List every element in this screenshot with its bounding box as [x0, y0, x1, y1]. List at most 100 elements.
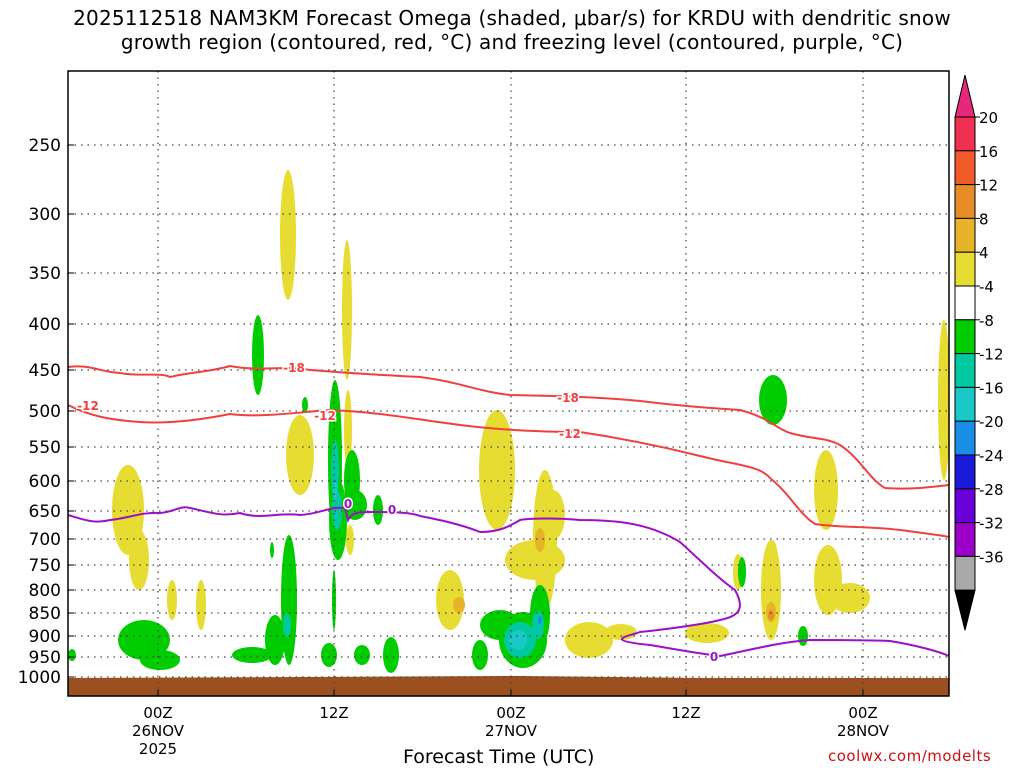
- omega-cell-negative: [302, 397, 308, 413]
- colorbar-label: -36: [979, 548, 1004, 566]
- y-tick-label: 350: [29, 264, 61, 284]
- omega-cell-core: [283, 613, 291, 637]
- dgz-label: -18: [283, 361, 305, 375]
- colorbar-swatch: [954, 454, 976, 490]
- colorbar-label: -4: [979, 278, 994, 296]
- y-tick-label: 500: [29, 402, 61, 422]
- omega-cell-negative: [472, 640, 488, 670]
- omega-cell-positive: [286, 415, 314, 495]
- omega-cell-negative: [252, 315, 264, 395]
- colorbar-swatch: [954, 522, 976, 557]
- colorbar-swatch: [954, 150, 976, 186]
- omega-cell-positive: [346, 525, 354, 555]
- y-tick-label: 250: [29, 136, 61, 156]
- omega-cell-positive: [938, 320, 949, 480]
- colorbar-label: 20: [979, 109, 998, 127]
- omega-cell-negative: [383, 637, 399, 673]
- colorbar-label: 12: [979, 177, 998, 195]
- colorbar-top-arrow: [954, 74, 976, 118]
- ground-layer: [68, 676, 949, 696]
- y-tick-label: 450: [29, 361, 61, 381]
- colorbar-swatch: [954, 251, 976, 287]
- omega-cell-negative: [759, 375, 787, 425]
- grid-lines: [68, 71, 949, 696]
- omega-shading: [68, 170, 949, 673]
- omega-cell-core: [509, 630, 527, 650]
- omega-cell-core: [453, 597, 465, 613]
- colorbar-label: 4: [979, 244, 989, 262]
- y-axis: 250 300 350 400 450 500 550 600 650 700 750 800 850 9…: [18, 136, 74, 688]
- omega-cell-positive: [605, 624, 637, 640]
- omega-cell-positive: [830, 583, 870, 613]
- colorbar-label: -12: [979, 346, 1004, 364]
- y-tick-label: 800: [29, 581, 61, 601]
- freezing-contour: [68, 506, 949, 658]
- colorbar-label: -32: [979, 515, 1004, 533]
- omega-cell-core: [331, 440, 339, 500]
- omega-cell-positive: [167, 580, 177, 620]
- chart-title-line2: growth region (contoured, red, °C) and f…: [120, 30, 904, 54]
- colorbar-label: 16: [979, 143, 998, 161]
- colorbar-label: -20: [979, 413, 1004, 431]
- colorbar-label: -8: [979, 312, 994, 330]
- omega-cell-positive: [541, 490, 565, 540]
- omega-cell-negative: [354, 645, 370, 665]
- y-tick-label: 300: [29, 205, 61, 225]
- y-tick-label: 600: [29, 472, 61, 492]
- colorbar-swatch: [954, 217, 976, 253]
- x-tick-label: 00Z: [496, 704, 525, 722]
- colorbar-swatch: [954, 555, 976, 591]
- x-tick-label: 28NOV: [837, 722, 890, 740]
- colorbar-label: -24: [979, 447, 1004, 465]
- y-tick-label: 1000: [18, 668, 61, 688]
- contour-lines: -18 -18 -12 -12 -12 0 0 0: [68, 360, 949, 666]
- omega-cell-negative: [232, 647, 272, 663]
- omega-cell-positive: [196, 580, 206, 630]
- omega-cell-positive: [436, 570, 464, 630]
- omega-cell-negative: [332, 570, 336, 630]
- omega-cell-positive: [280, 170, 296, 300]
- y-tick-label: 700: [29, 530, 61, 550]
- dgz-label: -12: [77, 399, 99, 413]
- omega-cell-positive: [814, 450, 838, 530]
- colorbar-label: 8: [979, 210, 989, 228]
- colorbar-swatch: [954, 420, 976, 456]
- colorbar-swatch: [954, 353, 976, 388]
- omega-cell-core: [532, 611, 544, 639]
- y-tick-label: 850: [29, 604, 61, 624]
- dgz-label: -12: [314, 409, 336, 423]
- colorbar-swatch: [954, 285, 976, 321]
- omega-cell-negative: [270, 542, 274, 558]
- omega-cell-negative: [265, 615, 285, 665]
- x-tick-label: 26NOV: [132, 722, 185, 740]
- y-tick-label: 400: [29, 315, 61, 335]
- colorbar-label: -16: [979, 379, 1004, 397]
- ground-fill: [68, 676, 949, 696]
- omega-cell-positive: [685, 623, 729, 643]
- colorbar: 20 16 12 8 4 -4 -8 -12 -16 -20 -24 -28 -32 -36: [954, 74, 1004, 631]
- colorbar-swatch: [954, 116, 976, 152]
- omega-cell-negative: [140, 650, 180, 670]
- y-tick-label: 950: [29, 648, 61, 668]
- colorbar-swatch: [954, 184, 976, 219]
- omega-cell-negative: [738, 557, 746, 587]
- colorbar-swatch: [954, 386, 976, 422]
- x-tick-label: 00Z: [143, 704, 172, 722]
- y-tick-label: 750: [29, 556, 61, 576]
- source-credit: coolwx.com/modelts: [828, 747, 992, 765]
- x-tick-label: 12Z: [671, 704, 700, 722]
- y-tick-label: 650: [29, 502, 61, 522]
- x-tick-label: 00Z: [848, 704, 877, 722]
- dgz-label: -12: [559, 427, 581, 441]
- y-tick-label: 550: [29, 438, 61, 458]
- omega-cell-negative: [68, 649, 76, 661]
- freezing-label: 0: [388, 503, 396, 517]
- x-tick-label: 12Z: [319, 704, 348, 722]
- dgz-contour-warm: [68, 404, 949, 538]
- chart-title-line1: 2025112518 NAM3KM Forecast Omega (shaded…: [73, 6, 951, 30]
- colorbar-swatch: [954, 319, 976, 355]
- omega-cell-positive: [565, 622, 613, 658]
- freezing-label: 0: [344, 497, 352, 511]
- omega-cell-positive: [479, 410, 515, 530]
